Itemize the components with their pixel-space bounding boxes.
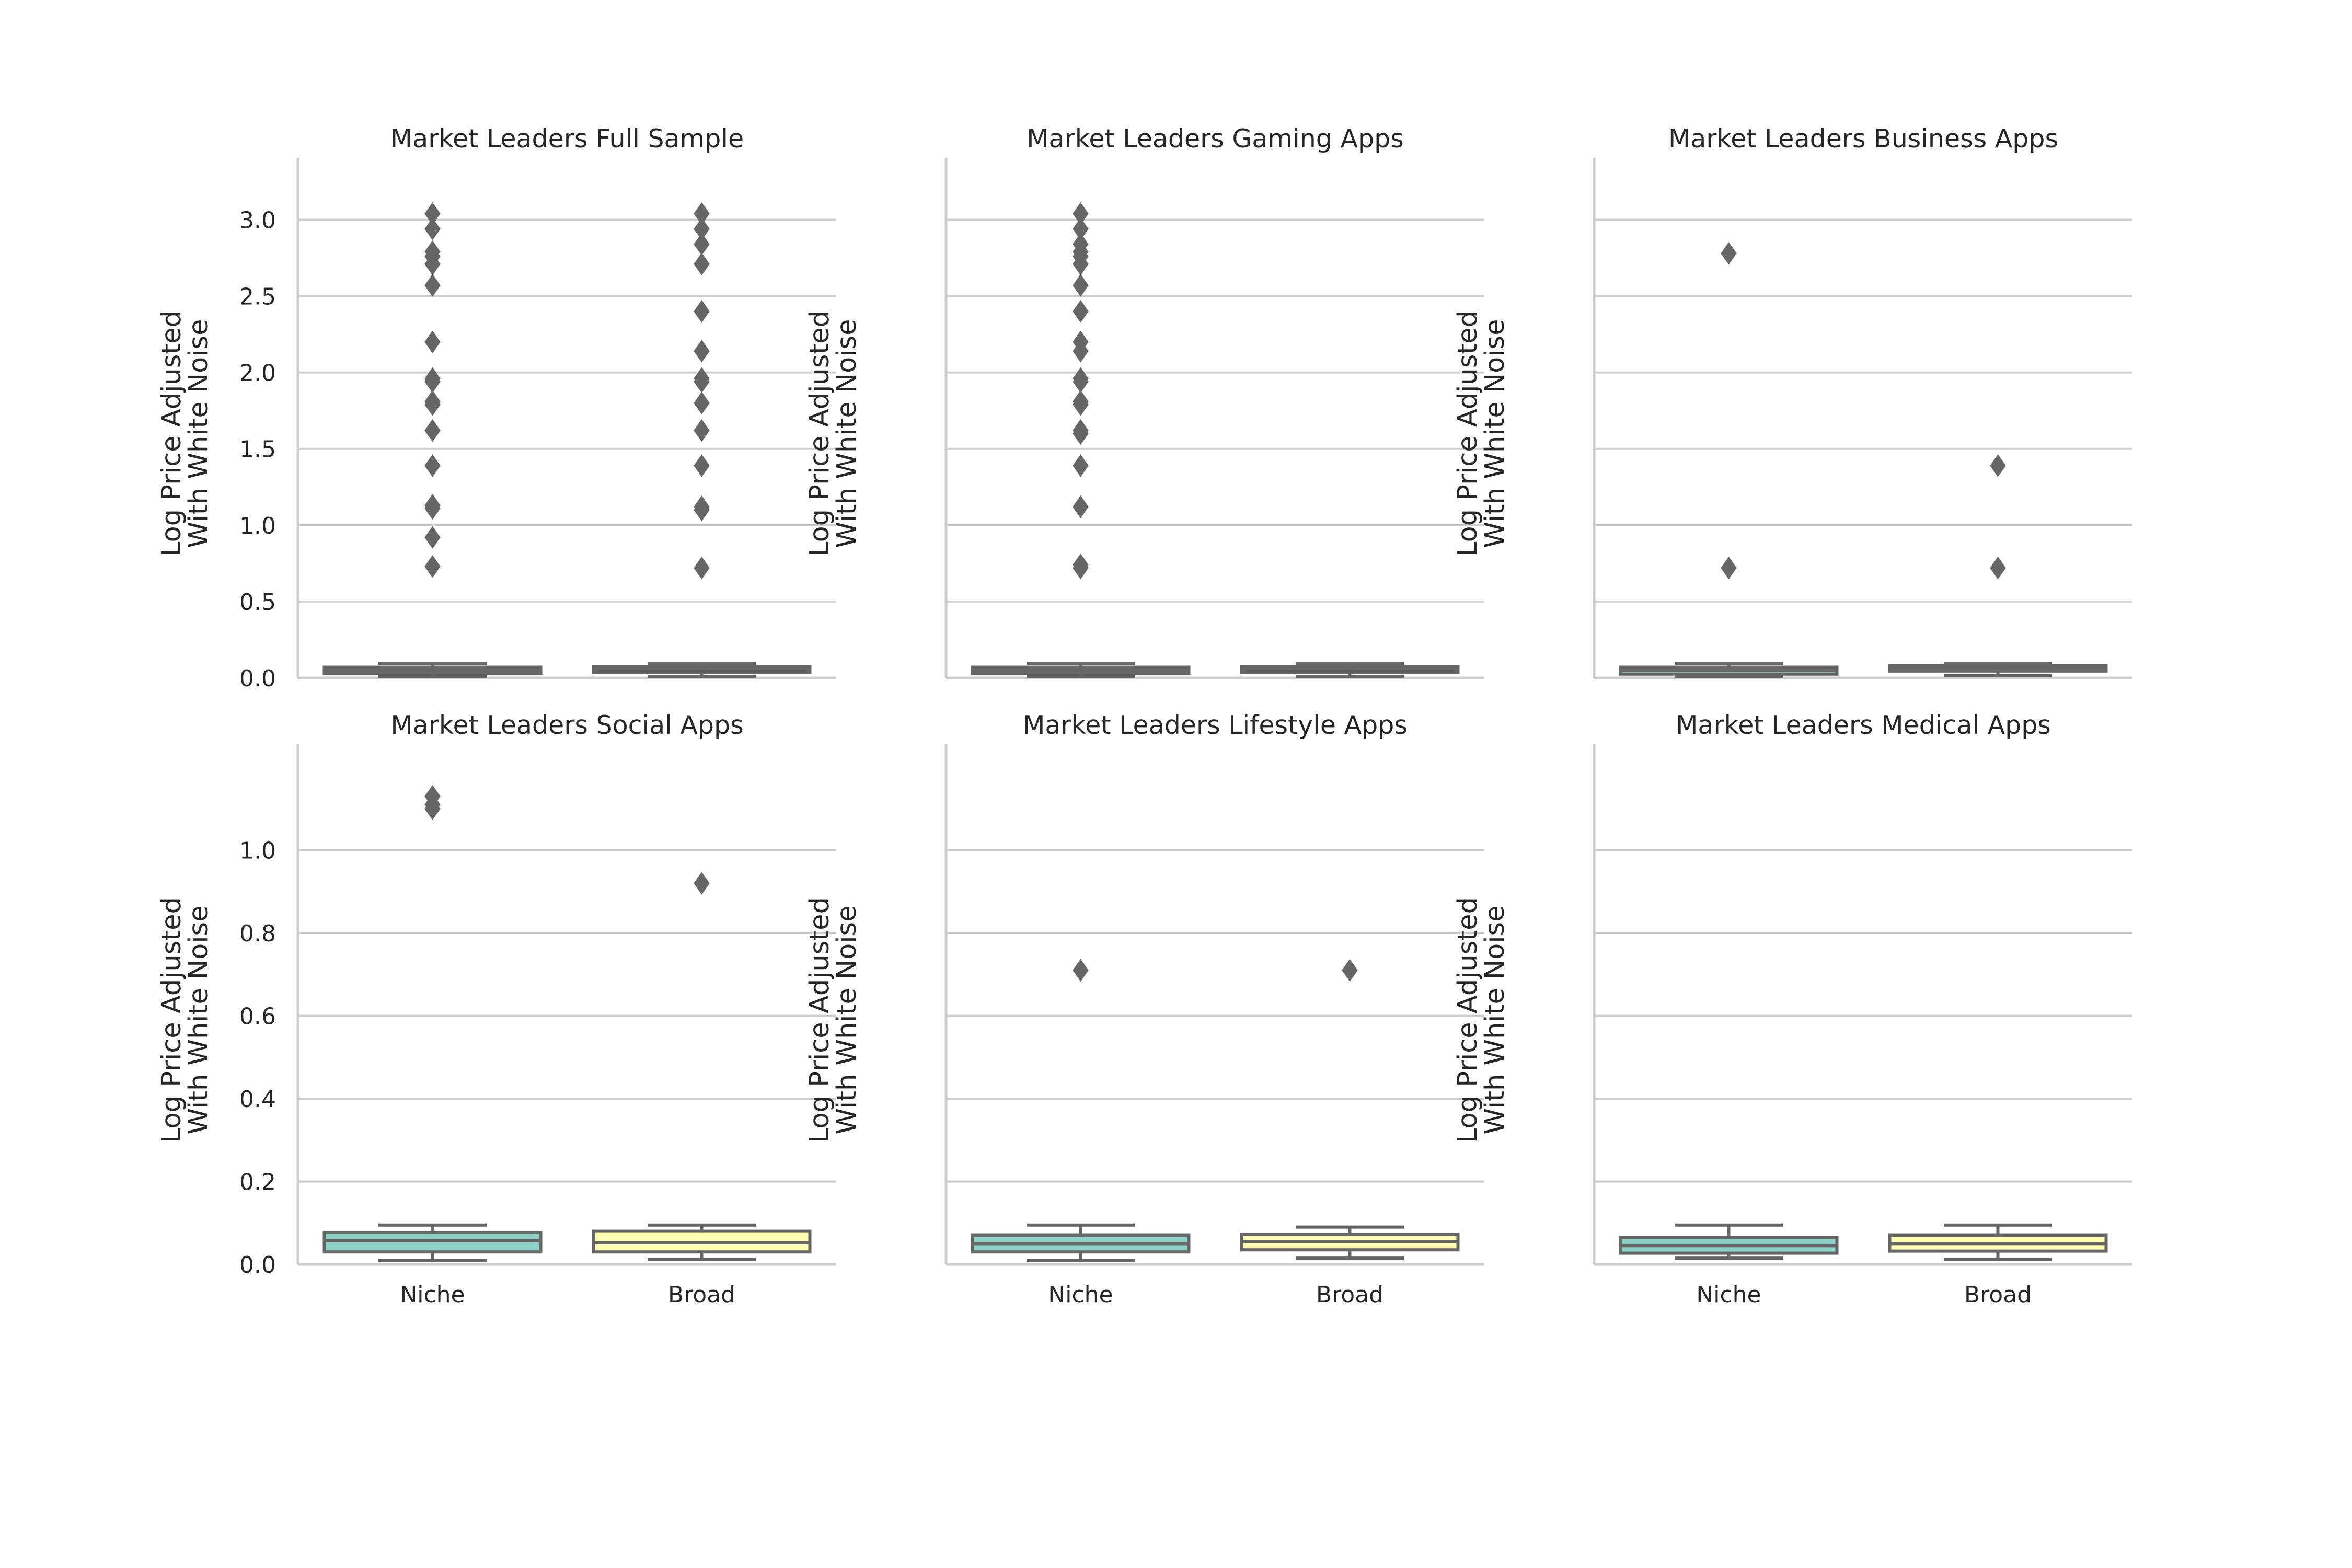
outlier-point — [1073, 422, 1089, 445]
panel-5: Market Leaders Medical Apps Log Price Adj… — [1452, 710, 2132, 1308]
y-tick-label: 0.2 — [239, 1169, 276, 1196]
outlier-point — [1990, 556, 2006, 580]
x-tick-label: Broad — [1316, 1282, 1383, 1308]
outlier-point — [694, 419, 710, 442]
outlier-point — [1073, 393, 1089, 416]
panel-3: 0.0 0.2 0.4 0.6 0.8 1.0 Market Leaders Social … — [156, 710, 836, 1308]
x-tick-label: Niche — [1048, 1282, 1113, 1308]
outlier-point — [694, 233, 710, 256]
outlier-point — [1073, 274, 1089, 297]
y-axis-label-line: With White Noise — [832, 906, 862, 1135]
y-axis-label: Log Price AdjustedWith White Noise — [1452, 310, 1511, 557]
y-axis-label: Log Price AdjustedWith White Noise — [804, 897, 862, 1143]
y-axis-label-line: With White Noise — [183, 319, 214, 548]
outlier-point — [424, 526, 441, 549]
outlier-point — [1073, 370, 1089, 393]
outlier-point — [1721, 241, 1737, 265]
panel-2: Market Leaders Business Apps Log Price Ad… — [1452, 124, 2132, 679]
outlier-point — [694, 300, 710, 323]
outlier-point — [694, 498, 710, 522]
y-tick-label: 0.8 — [239, 920, 276, 947]
x-tick-label: Niche — [400, 1282, 465, 1308]
y-axis-label-line: With White Noise — [832, 319, 862, 548]
y-tick-label: 0.0 — [239, 1252, 276, 1278]
y-axis-label-line: Log Price Adjusted — [1452, 310, 1483, 557]
x-tick-label: Broad — [1964, 1282, 2032, 1308]
outlier-point — [1073, 959, 1089, 982]
outlier-point — [424, 393, 441, 416]
panel-title: Market Leaders Medical Apps — [1676, 710, 2051, 740]
box-broad — [592, 202, 812, 678]
y-axis-label-line: Log Price Adjusted — [804, 897, 835, 1143]
outlier-point — [1073, 495, 1089, 518]
y-tick-label: 0.0 — [239, 665, 276, 692]
outlier-point — [1342, 959, 1358, 982]
y-tick-label: 3.0 — [239, 207, 276, 234]
box-broad — [1240, 662, 1460, 678]
y-axis-label-line: With White Noise — [183, 906, 214, 1135]
outlier-point — [1073, 556, 1089, 580]
panel-0: 0.0 0.5 1.0 1.5 2.0 2.5 3.0 Market Leaders Full… — [156, 124, 836, 692]
outlier-point — [424, 797, 441, 821]
outlier-point — [424, 330, 441, 353]
y-tick-label: 2.5 — [239, 284, 276, 310]
outlier-point — [694, 454, 710, 477]
x-tick-label: Broad — [668, 1282, 735, 1308]
box-broad — [1240, 959, 1460, 1260]
outlier-point — [424, 217, 441, 240]
y-axis-label: Log Price AdjustedWith White Noise — [156, 310, 214, 557]
y-tick-label: 0.6 — [239, 1004, 276, 1030]
box-niche — [1619, 241, 1839, 678]
y-axis-label-line: Log Price Adjusted — [804, 310, 835, 557]
box-niche — [971, 202, 1191, 678]
outlier-point — [424, 555, 441, 578]
panel-title: Market Leaders Business Apps — [1668, 124, 2058, 154]
outlier-point — [1990, 454, 2006, 477]
outlier-point — [694, 391, 710, 414]
panel-title: Market Leaders Social Apps — [390, 710, 743, 740]
y-tick-label: 1.0 — [239, 838, 276, 864]
box-niche — [322, 785, 543, 1262]
panel-1: Market Leaders Gaming Apps Log Price Adju… — [804, 124, 1484, 679]
outlier-point — [694, 339, 710, 363]
panel-4: Market Leaders Lifestyle Apps Log Price A… — [804, 710, 1484, 1308]
outlier-point — [424, 370, 441, 393]
outlier-point — [694, 872, 710, 895]
y-tick-label: 0.5 — [239, 589, 276, 616]
y-axis-label-line: Log Price Adjusted — [156, 310, 187, 557]
outlier-point — [694, 252, 710, 275]
y-tick-label: 2.0 — [239, 360, 276, 387]
box-niche — [971, 959, 1191, 1262]
panel-title: Market Leaders Gaming Apps — [1027, 124, 1403, 154]
y-tick-label: 0.4 — [239, 1086, 276, 1113]
box-broad — [1888, 454, 2108, 677]
outlier-point — [424, 419, 441, 442]
y-axis-label-line: Log Price Adjusted — [156, 897, 187, 1143]
y-axis-label: Log Price AdjustedWith White Noise — [1452, 897, 1511, 1143]
outlier-point — [1073, 300, 1089, 323]
y-axis-label-line: With White Noise — [1480, 906, 1511, 1135]
outlier-point — [694, 370, 710, 393]
box-niche — [1619, 1223, 1839, 1260]
outlier-point — [424, 454, 441, 477]
box-broad — [592, 872, 812, 1261]
y-axis-label: Log Price AdjustedWith White Noise — [804, 310, 862, 557]
outlier-point — [424, 274, 441, 297]
y-tick-label: 1.5 — [239, 436, 276, 463]
outlier-point — [424, 497, 441, 520]
box-niche — [322, 202, 543, 678]
panel-title: Market Leaders Lifestyle Apps — [1023, 710, 1408, 740]
panel-title: Market Leaders Full Sample — [390, 124, 744, 154]
y-axis-label-line: Log Price Adjusted — [1452, 897, 1483, 1143]
outlier-point — [1721, 556, 1737, 580]
y-axis-label: Log Price AdjustedWith White Noise — [156, 897, 214, 1143]
x-tick-label: Niche — [1696, 1282, 1761, 1308]
outlier-point — [1073, 454, 1089, 477]
box-broad — [1888, 1223, 2108, 1261]
outlier-point — [694, 556, 710, 580]
y-tick-label: 1.0 — [239, 513, 276, 539]
y-axis-label-line: With White Noise — [1480, 319, 1511, 548]
outlier-point — [1073, 339, 1089, 363]
